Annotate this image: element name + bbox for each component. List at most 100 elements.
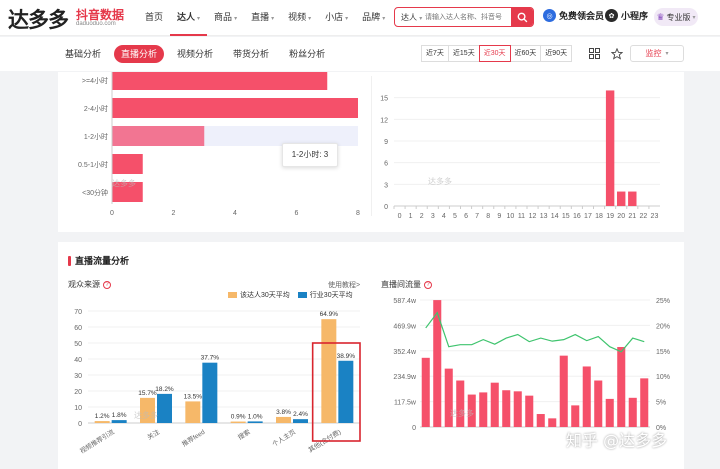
nav-item[interactable]: 视频 ▾: [281, 0, 318, 36]
search-button[interactable]: [511, 8, 533, 26]
duration-bar[interactable]: [112, 72, 328, 90]
source-bar-creator[interactable]: [185, 401, 201, 423]
traffic-bar[interactable]: [628, 397, 637, 427]
date-range-option[interactable]: 近60天: [509, 45, 542, 62]
tutorial-link[interactable]: 使用教程>: [328, 280, 360, 290]
analysis-tab[interactable]: 粉丝分析: [289, 49, 326, 59]
help-icon[interactable]: ?: [424, 280, 432, 289]
source-bar-creator[interactable]: [321, 319, 337, 423]
category-label: >=4小时: [82, 76, 108, 85]
duration-bar[interactable]: [112, 182, 143, 202]
y-right-tick-label: 5%: [656, 400, 666, 407]
logo-text: 达多多: [8, 8, 69, 32]
source-bar-industry[interactable]: [202, 362, 218, 423]
traffic-bar[interactable]: [559, 355, 568, 427]
pro-version-badge[interactable]: ♛ 专业版 ▾: [654, 8, 698, 26]
x-tick-label: 11: [518, 213, 525, 220]
date-range-option[interactable]: 近7天: [421, 45, 449, 62]
source-bar-industry[interactable]: [157, 393, 172, 423]
source-bar-industry[interactable]: [338, 360, 354, 423]
traffic-bar[interactable]: [582, 366, 591, 427]
analysis-tab[interactable]: 直播分析: [114, 45, 165, 63]
source-bar-industry[interactable]: [247, 421, 263, 423]
legend-item[interactable]: 行业30天平均: [297, 290, 353, 300]
x-tick-label: 18: [595, 213, 603, 220]
analysis-tab[interactable]: 带货分析: [233, 49, 270, 59]
source-bar-industry[interactable]: [111, 420, 127, 423]
search-type-select[interactable]: 达人 ▾: [401, 12, 422, 23]
category-label: 视频推荐引流: [78, 427, 116, 456]
category-label: 2-4小时: [84, 104, 108, 113]
traffic-bar[interactable]: [467, 394, 476, 427]
star-icon[interactable]: [608, 45, 626, 62]
duration-bar[interactable]: [112, 154, 143, 174]
data-label: 15.7%: [138, 390, 157, 397]
audience-source-legend: 该达人30天平均 行业30天平均: [228, 290, 353, 300]
duration-bar[interactable]: [112, 126, 205, 146]
traffic-bar[interactable]: [456, 380, 465, 427]
traffic-bar[interactable]: [536, 414, 545, 427]
legend-swatch: [297, 292, 307, 298]
source-bar-creator[interactable]: [230, 421, 246, 423]
source-bar-creator[interactable]: [140, 397, 155, 423]
analysis-tab[interactable]: 基础分析: [65, 49, 102, 59]
y-right-tick-label: 25%: [656, 298, 670, 305]
nav-item[interactable]: 达人 ▾: [170, 0, 208, 36]
source-bar-industry[interactable]: [293, 419, 308, 423]
traffic-bar[interactable]: [502, 390, 511, 427]
traffic-bar[interactable]: [444, 368, 453, 427]
traffic-bar[interactable]: [571, 405, 580, 427]
hour-bar[interactable]: [628, 191, 637, 206]
mini-program-link[interactable]: ✿ 小程序: [605, 9, 648, 22]
traffic-bar[interactable]: [433, 300, 442, 427]
y-left-tick-label: 352.4w: [393, 349, 417, 356]
traffic-bar[interactable]: [490, 382, 499, 427]
source-bar-creator[interactable]: [94, 421, 110, 423]
traffic-bar[interactable]: [525, 395, 534, 427]
y-left-tick-label: 234.9w: [393, 374, 417, 381]
nav-item[interactable]: 直播 ▾: [244, 0, 281, 36]
x-tick-label: 22: [639, 213, 647, 220]
y-tick-label: 6: [384, 161, 388, 168]
chevron-down-icon: ▾: [197, 16, 201, 22]
chart-tooltip: 1-2小时: 3: [282, 143, 338, 167]
nav-item[interactable]: 品牌 ▾: [355, 0, 392, 36]
grid-view-icon[interactable]: [585, 45, 603, 62]
help-icon[interactable]: ?: [103, 280, 111, 289]
date-range-option[interactable]: 近15天: [447, 45, 480, 62]
date-range-option[interactable]: 近90天: [540, 45, 573, 62]
date-range-option[interactable]: 近30天: [478, 45, 511, 62]
analysis-subnav: 基础分析 直播分析 视频分析 带货分析 粉丝分析 近7天 近15天 近30天 近60天 近90天…: [0, 37, 720, 71]
conversion-rate-line[interactable]: [425, 311, 645, 353]
traffic-bar[interactable]: [479, 392, 488, 427]
source-bar-creator[interactable]: [276, 416, 291, 423]
search-box: 达人 ▾: [394, 7, 534, 27]
duration-bar[interactable]: [112, 98, 358, 118]
x-tick-label: 17: [584, 213, 592, 220]
traffic-bar[interactable]: [513, 391, 522, 427]
free-vip-link[interactable]: ◎ 免费领会员: [543, 9, 604, 22]
hour-bar[interactable]: [605, 90, 615, 206]
category-label: 搜索: [236, 427, 252, 442]
nav-item[interactable]: 首页: [138, 0, 170, 36]
traffic-bar[interactable]: [594, 380, 603, 427]
nav-item[interactable]: 小店 ▾: [318, 0, 355, 36]
main-nav: 首页 达人 ▾ 商品 ▾ 直播 ▾ 视频 ▾ 小店 ▾ 品牌 ▾: [138, 0, 392, 36]
x-tick-label: 13: [540, 213, 548, 220]
traffic-bar[interactable]: [421, 357, 430, 427]
legend-item[interactable]: 该达人30天平均: [228, 290, 290, 300]
traffic-bar[interactable]: [640, 378, 649, 427]
traffic-bar[interactable]: [605, 398, 614, 427]
category-label: <30分钟: [82, 188, 108, 197]
traffic-bar[interactable]: [548, 418, 557, 427]
monitor-button[interactable]: 监控 ▾: [630, 45, 684, 62]
traffic-bar[interactable]: [617, 347, 626, 427]
analysis-tab[interactable]: 视频分析: [177, 49, 214, 59]
data-label: 3.8%: [276, 409, 291, 416]
x-tick-label: 1: [409, 213, 413, 220]
nav-item-label: 品牌: [362, 12, 381, 22]
hour-bar[interactable]: [616, 191, 626, 206]
nav-item[interactable]: 商品 ▾: [207, 0, 244, 36]
search-input[interactable]: [425, 10, 509, 24]
logo[interactable]: 达多多 抖音数据 daduoduo.com: [8, 4, 136, 32]
